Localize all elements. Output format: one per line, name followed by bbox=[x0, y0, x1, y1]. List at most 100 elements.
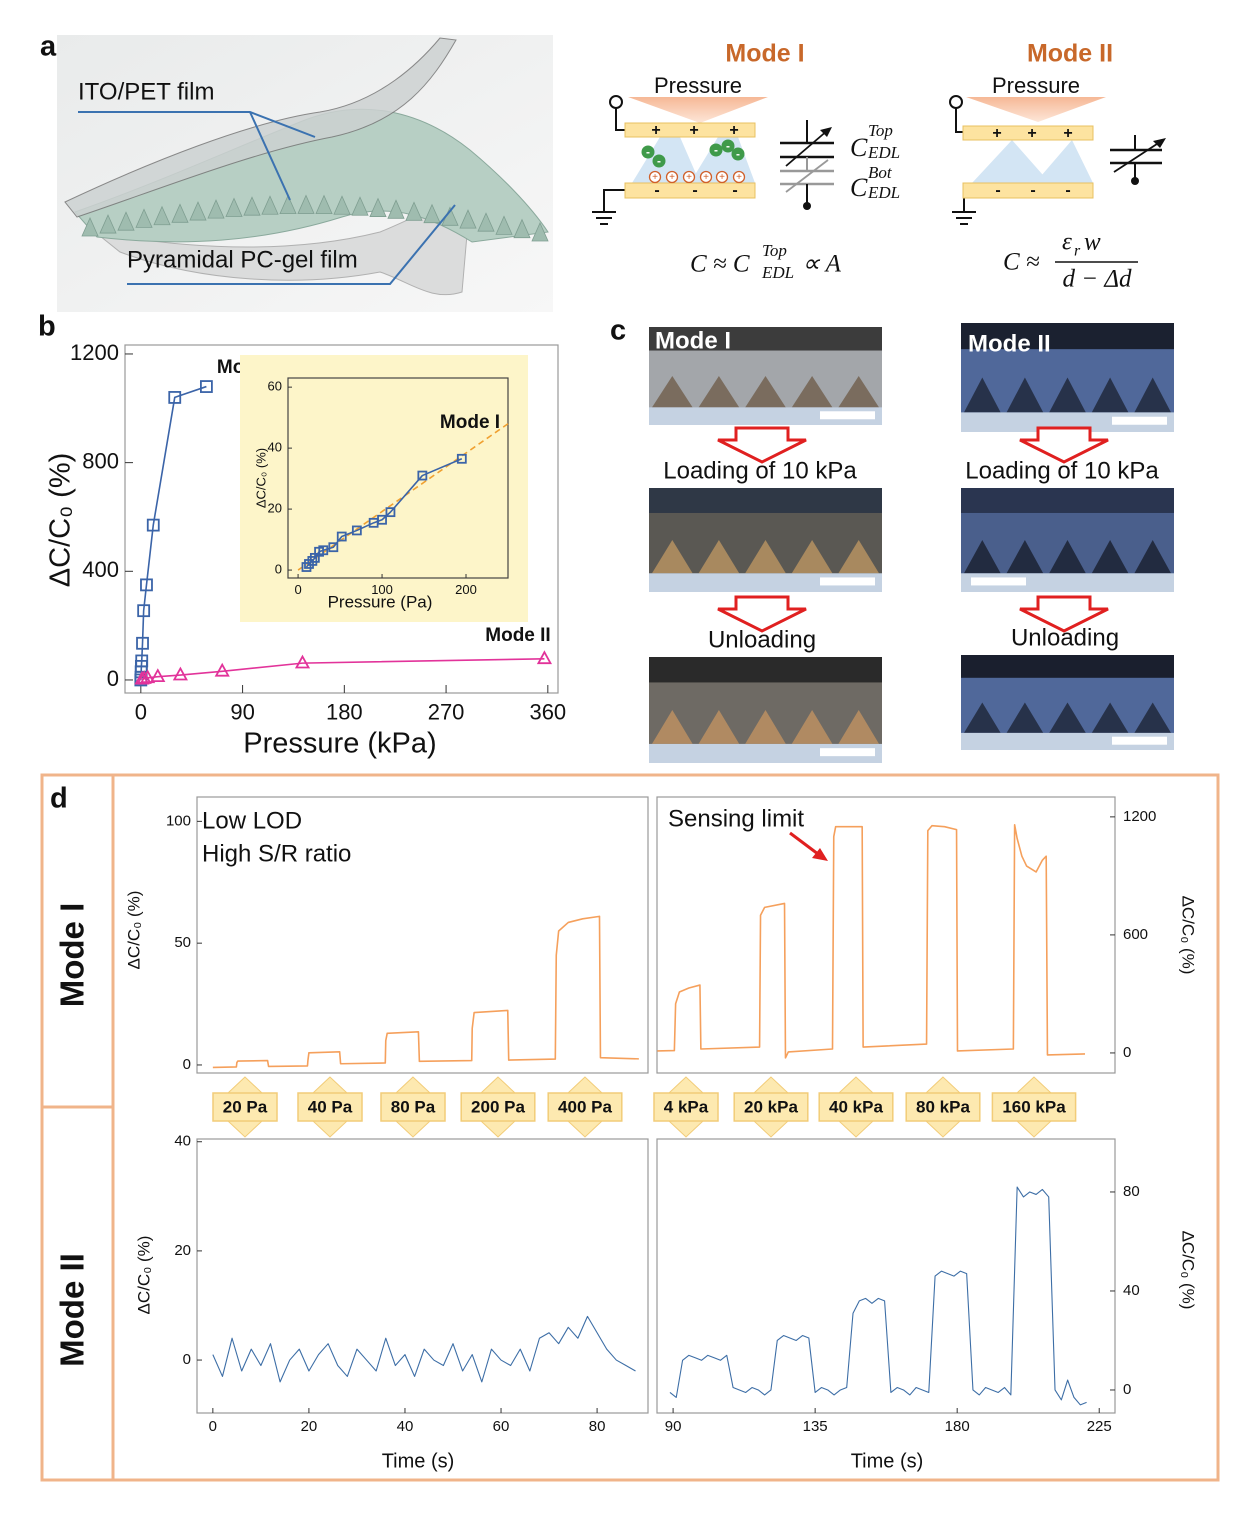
photo-pyramid bbox=[745, 540, 786, 574]
equation-sub: r bbox=[1074, 243, 1081, 260]
charge: - bbox=[654, 182, 659, 199]
pyramid bbox=[351, 196, 369, 216]
anion bbox=[641, 145, 655, 159]
cation bbox=[682, 170, 696, 184]
capacitance-sub: EDL bbox=[867, 183, 900, 202]
y-axis-label: ΔC/C₀ (%) bbox=[134, 1236, 153, 1315]
photos bbox=[649, 323, 1174, 763]
photo-pyramid bbox=[964, 540, 1001, 574]
x-axis-label: Pressure (kPa) bbox=[243, 728, 436, 760]
cation-sign: + bbox=[686, 172, 692, 183]
scale-bar bbox=[1112, 416, 1167, 425]
arrow-head bbox=[1153, 138, 1166, 148]
wire bbox=[955, 108, 963, 133]
step-arrow bbox=[1019, 426, 1109, 464]
equation: C ≈ bbox=[1003, 249, 1040, 276]
equation-numerator: w bbox=[1084, 229, 1101, 256]
x-tick-label: 135 bbox=[803, 1418, 828, 1435]
pyramid bbox=[315, 194, 333, 215]
pyramid bbox=[225, 197, 243, 217]
node bbox=[803, 202, 811, 210]
capacitance-sup: Bot bbox=[868, 163, 893, 182]
pointer-line bbox=[127, 204, 456, 285]
photo-pyramid bbox=[791, 376, 833, 408]
cation bbox=[665, 170, 679, 184]
equation-numerator: ε bbox=[1062, 229, 1072, 256]
series-line bbox=[212, 915, 639, 1069]
panel-frame bbox=[40, 773, 1220, 1482]
panel-label: b bbox=[38, 311, 56, 343]
photo-pyramid bbox=[745, 710, 786, 744]
pyramid bbox=[387, 199, 405, 219]
pyramid bbox=[423, 203, 441, 224]
photo-pyramid bbox=[698, 710, 740, 744]
annotation: Low LOD bbox=[202, 807, 302, 834]
marker bbox=[146, 518, 160, 532]
y-tick-label: 100 bbox=[166, 812, 191, 829]
terminal bbox=[949, 95, 963, 109]
photo-pyramid bbox=[838, 376, 879, 408]
ions: --- --+ + + + + + bbox=[641, 139, 746, 184]
wire bbox=[603, 189, 625, 212]
pressure-arrow bbox=[628, 97, 768, 123]
cation-sign: + bbox=[719, 172, 725, 183]
step-label: Loading of 10 kPa bbox=[965, 457, 1159, 484]
pressure-box bbox=[653, 1092, 719, 1122]
charts: 20 Pa 40 Pa 80 Pa 200 Pa 400 Pa 4 kPa 20 kPa 40… bbox=[45, 340, 1198, 1473]
pyramid bbox=[972, 140, 1093, 183]
y-axis-label: ΔC/C₀ (%) bbox=[253, 448, 268, 508]
photo-pyramid bbox=[652, 540, 693, 574]
pyramid bbox=[135, 208, 153, 228]
x-axis-label: Time (s) bbox=[851, 1450, 924, 1472]
row-label: Mode I bbox=[54, 903, 91, 1008]
pyramid bbox=[189, 201, 207, 221]
pyramid bbox=[117, 211, 135, 231]
pressure-box bbox=[460, 1092, 536, 1122]
step-arrow bbox=[717, 595, 807, 633]
y-tick-label: 0 bbox=[107, 666, 119, 691]
charge: - bbox=[1065, 182, 1070, 199]
pyramid bbox=[405, 201, 423, 221]
series-line bbox=[297, 423, 509, 571]
electrode bbox=[962, 125, 1094, 141]
photo-pyramid bbox=[964, 377, 1001, 413]
step-label: Unloading bbox=[708, 626, 816, 653]
plot-frame bbox=[287, 377, 509, 579]
pressure-label: 200 Pa bbox=[471, 1097, 525, 1116]
y-tick-label: 0 bbox=[275, 562, 282, 577]
pressure-box bbox=[212, 1092, 278, 1122]
pyramid bbox=[153, 205, 171, 226]
x-tick-label: 0 bbox=[294, 582, 301, 597]
panel-label: a bbox=[40, 31, 57, 63]
y2-axis-label: ΔC/C₀ (%) bbox=[1179, 1231, 1198, 1310]
pressure-box bbox=[380, 1092, 446, 1122]
x-tick-label: 90 bbox=[665, 1418, 682, 1435]
x-axis-label: Pressure (Pa) bbox=[328, 592, 433, 611]
plot-frame bbox=[196, 796, 649, 1074]
x-tick-label: 60 bbox=[493, 1418, 510, 1435]
x-tick-label: 225 bbox=[1087, 1418, 1112, 1435]
x-tick-label: 80 bbox=[589, 1418, 606, 1435]
pressure-label: 80 kPa bbox=[916, 1097, 970, 1116]
charge: - bbox=[732, 182, 737, 199]
row-label: Mode II bbox=[54, 1253, 91, 1367]
pyramid bbox=[171, 203, 189, 223]
node bbox=[1131, 177, 1139, 185]
annotation: Sensing limit bbox=[668, 805, 804, 832]
marker bbox=[136, 636, 149, 650]
marker bbox=[377, 514, 387, 525]
photo-title: Mode II bbox=[968, 330, 1051, 357]
marker bbox=[168, 391, 182, 404]
cation bbox=[699, 170, 713, 184]
photo-band bbox=[961, 323, 1174, 350]
pyramid bbox=[207, 199, 225, 219]
marker bbox=[351, 525, 362, 536]
x-tick-label: 360 bbox=[529, 700, 566, 725]
pyramid bbox=[513, 218, 531, 239]
photo-pyramid bbox=[964, 702, 1001, 733]
photo-title: Mode I bbox=[655, 327, 731, 354]
x-tick-label: 0 bbox=[209, 1418, 217, 1435]
pressure-arrow bbox=[966, 97, 1106, 122]
x-tick-label: 180 bbox=[945, 1418, 970, 1435]
photo-band bbox=[649, 657, 882, 683]
